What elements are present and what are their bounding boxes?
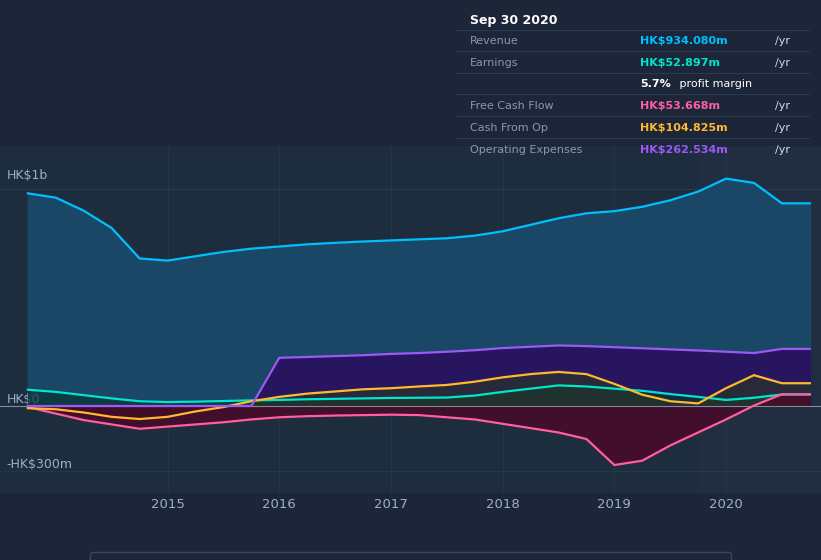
Text: profit margin: profit margin	[676, 79, 752, 89]
Text: Earnings: Earnings	[470, 58, 518, 68]
Text: Revenue: Revenue	[470, 36, 519, 46]
Text: /yr: /yr	[775, 36, 790, 46]
Text: /yr: /yr	[775, 101, 790, 111]
Text: /yr: /yr	[775, 144, 790, 155]
Text: HK$1b: HK$1b	[7, 169, 48, 181]
Text: HK$52.897m: HK$52.897m	[640, 58, 720, 68]
Text: HK$104.825m: HK$104.825m	[640, 123, 727, 133]
Legend: Revenue, Earnings, Free Cash Flow, Cash From Op, Operating Expenses: Revenue, Earnings, Free Cash Flow, Cash …	[89, 552, 732, 560]
Text: /yr: /yr	[775, 123, 790, 133]
Text: /yr: /yr	[775, 58, 790, 68]
Text: Cash From Op: Cash From Op	[470, 123, 548, 133]
Text: -HK$300m: -HK$300m	[7, 458, 72, 470]
Text: HK$0: HK$0	[7, 393, 40, 405]
Text: HK$53.668m: HK$53.668m	[640, 101, 720, 111]
Text: HK$262.534m: HK$262.534m	[640, 144, 728, 155]
Text: Operating Expenses: Operating Expenses	[470, 144, 582, 155]
Text: HK$934.080m: HK$934.080m	[640, 36, 727, 46]
Text: Sep 30 2020: Sep 30 2020	[470, 14, 557, 27]
Text: 5.7%: 5.7%	[640, 79, 671, 89]
Text: Free Cash Flow: Free Cash Flow	[470, 101, 553, 111]
Bar	[698, 146, 821, 493]
